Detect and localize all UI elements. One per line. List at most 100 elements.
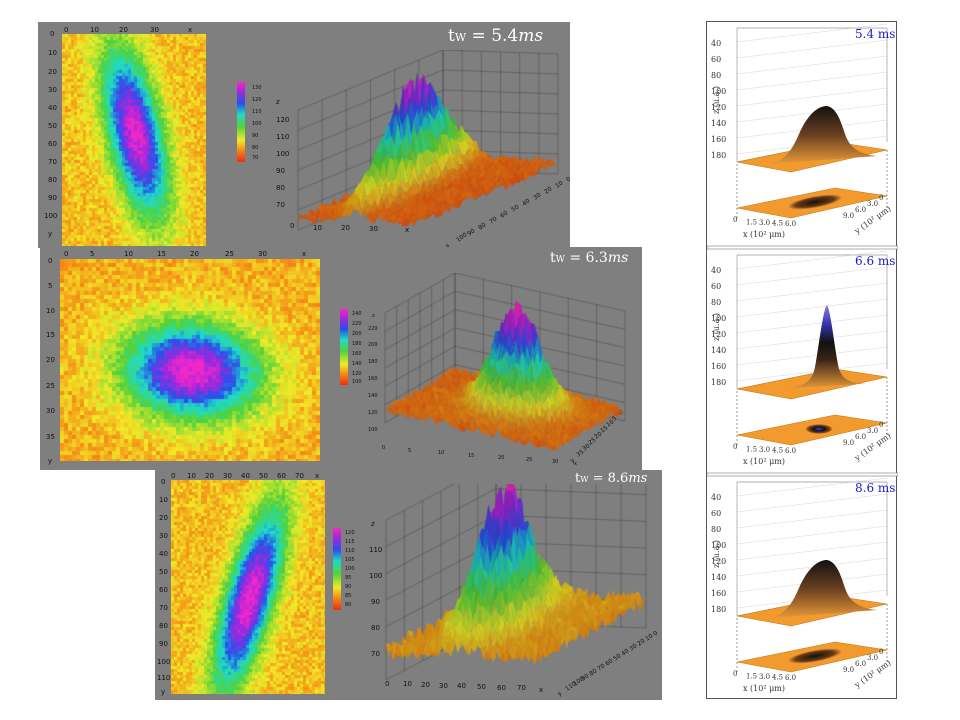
row1-colorbar [237,82,245,162]
z-tick: 120 [711,103,726,112]
surface-peak [769,560,877,618]
x-tick: 1.5 [746,219,757,227]
row2-title: tW = 6.3ms [550,250,628,266]
row1-surf-ztick: 80 [276,184,285,192]
y-tick: 3.0 [867,427,878,435]
row3-cb-tick: 105 [345,557,355,563]
grid-line [736,266,888,286]
row1-hm-ytick: 40 [48,104,57,112]
row1-cb-tick: 130 [252,85,262,91]
row2-hm-xtick: 20 [190,250,199,258]
row1-heatmap-x-ticks: 0 10 20 30 x [64,26,192,34]
row2-cb-tick: 100 [352,379,362,385]
grid-line [736,346,888,366]
row3-hm-ytick: 100 [157,658,170,666]
y-tick: 3.0 [867,654,878,662]
z-tick: 60 [711,282,721,291]
z-tick: 180 [711,605,726,614]
grid-line [736,250,888,270]
row2-colorbar-ticks: 240 220 200 180 160 140 120 100 [352,311,362,385]
row3-surf-zlabel: z [371,520,375,528]
z-tick: 140 [711,573,726,582]
row3-heatmap-y-ticks: 0 10 20 30 40 50 60 70 80 90 100 110 y [157,478,170,696]
row2-surf-ztick: 200 [368,342,378,348]
x-tick: 1.5 [746,446,757,454]
row1-hm-ytick: 0 [50,30,54,38]
row3-hm-xtick: 10 [187,472,196,480]
row3-heatmap-x-ticks: 0 10 20 30 40 50 60 70 x [171,472,319,480]
row3-title: tW = 8.6ms [575,471,648,486]
grid-line [736,525,888,545]
z-tick: 160 [711,362,726,371]
row3-colorbar [333,528,341,610]
x-tick: 0 [733,670,737,678]
row3-hm-ytick: 10 [159,496,168,504]
right-panel-divider [706,245,899,250]
row1-hm-ytick: y [48,230,52,238]
z-tick: 140 [711,346,726,355]
z-tick: 40 [711,266,721,275]
x-tick: 6.0 [785,674,796,682]
row3-hm-ytick: 40 [159,550,168,558]
z-axis-label: z (u.a.) [712,86,721,114]
row2-cb-tick: 160 [352,351,362,357]
row3-surf-ztick: 80 [371,624,380,632]
row2-cb-tick: 240 [352,311,362,317]
row1-surf-ztick: 100 [276,150,289,158]
row2-surf-ztick: 180 [368,359,378,365]
row1-cb-tick: 80 [252,145,258,151]
row2-hm-ytick: 25 [46,382,55,390]
y-tick: 3.0 [867,200,878,208]
row1-heatmap [62,34,206,246]
row3-hm-xtick: x [315,472,319,480]
x-axis-label: x (10² μm) [743,457,785,466]
row3-hm-ytick: 90 [159,640,168,648]
row3-surf-ztick: 110 [369,546,382,554]
row1-heatmap-y-ticks: 0 10 20 30 40 50 60 70 80 90 100 y [44,30,57,238]
surface-peak [777,305,875,389]
grid-line [736,298,888,318]
row3-surf-ztick: 70 [371,650,380,658]
row2-panel: 0 5 10 15 20 25 30 x 0 5 10 15 20 25 30 … [40,247,642,470]
row1-cb-tick: 90 [252,133,258,139]
row1-hm-xtick: 0 [64,26,68,34]
z-tick: 100 [711,87,726,96]
row2-hm-ytick: 30 [46,407,55,415]
grid-line [736,541,888,561]
row1-hm-ytick: 60 [48,140,57,148]
grid-line [736,282,888,302]
y-tick: 9.0 [843,439,854,447]
row3-cb-tick: 110 [345,548,355,554]
row2-hm-xtick: 10 [124,250,133,258]
row1-hm-ytick: 100 [44,212,57,220]
row3-cb-tick: 80 [345,602,351,608]
row3-hm-ytick: y [161,688,165,696]
z-tick: 40 [711,493,721,502]
row2-hm-ytick: 5 [48,282,52,290]
row3-surface [380,484,660,698]
row3-cb-tick: 90 [345,584,351,590]
row3-hm-ytick: 70 [159,604,168,612]
row3-hm-xtick: 70 [295,472,304,480]
z-tick: 180 [711,378,726,387]
row3-hm-xtick: 0 [171,472,175,480]
grid-line [736,39,888,59]
row1-panel: 0 10 20 30 x 0 10 20 30 40 50 60 70 80 9… [38,22,572,250]
z-tick: 140 [711,119,726,128]
row3-surf-ztick: 90 [371,598,380,606]
row1-hm-ytick: 30 [48,86,57,94]
row3-hm-xtick: 50 [259,472,268,480]
row2-cb-tick: 140 [352,361,362,367]
z-axis-label: z (u.a.) [712,540,721,568]
projection-spot [805,424,833,434]
row2-surf-ztick: 160 [368,376,378,382]
z-axis-label: z (u.a.) [712,313,721,341]
row1-surface-z-ticks: z 120 110 100 90 80 70 [276,98,289,209]
row2-surface [375,273,635,469]
row1-hm-xtick: 30 [150,26,159,34]
x-tick: 0 [733,216,737,224]
row3-cb-tick: 115 [345,539,355,545]
row2-hm-xtick: 0 [64,250,68,258]
right-column: 40 60 80 100 120 140 160 180 z (u.a.) 5.4 ms 0 1.5 3… [706,21,899,699]
row1-hm-ytick: 50 [48,122,57,130]
